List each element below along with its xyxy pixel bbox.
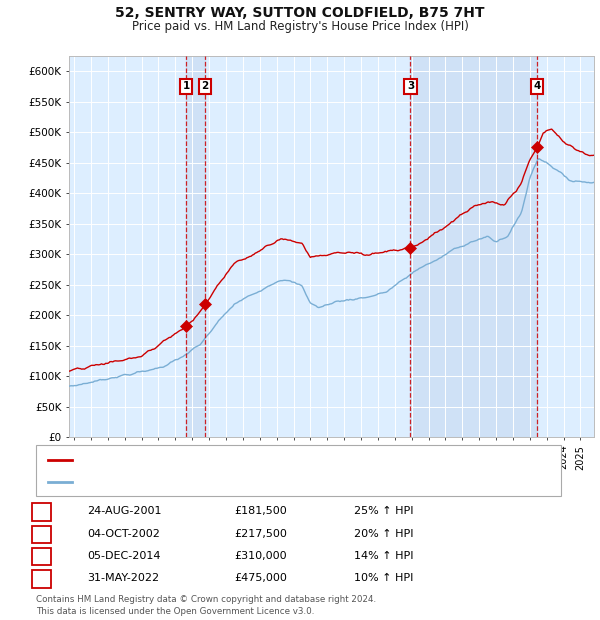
Text: 31-MAY-2022: 31-MAY-2022 [87, 574, 159, 583]
Text: £217,500: £217,500 [234, 529, 287, 539]
Text: £310,000: £310,000 [234, 551, 287, 561]
Text: 10% ↑ HPI: 10% ↑ HPI [354, 574, 413, 583]
Text: Price paid vs. HM Land Registry's House Price Index (HPI): Price paid vs. HM Land Registry's House … [131, 20, 469, 33]
Text: 20% ↑ HPI: 20% ↑ HPI [354, 529, 413, 539]
Text: £181,500: £181,500 [234, 507, 287, 516]
Text: HPI: Average price, detached house, Birmingham: HPI: Average price, detached house, Birm… [78, 477, 335, 487]
Text: 4: 4 [533, 81, 541, 91]
Bar [410, 56, 537, 437]
Text: 04-OCT-2002: 04-OCT-2002 [87, 529, 160, 539]
Text: £475,000: £475,000 [234, 574, 287, 583]
Text: 25% ↑ HPI: 25% ↑ HPI [354, 507, 413, 516]
Text: 4: 4 [37, 574, 46, 583]
Text: 2: 2 [202, 81, 209, 91]
Text: 3: 3 [407, 81, 414, 91]
Text: 2: 2 [38, 529, 45, 539]
Text: 1: 1 [38, 507, 45, 516]
Text: 14% ↑ HPI: 14% ↑ HPI [354, 551, 413, 561]
Text: Contains HM Land Registry data © Crown copyright and database right 2024.
This d: Contains HM Land Registry data © Crown c… [36, 595, 376, 616]
Text: 05-DEC-2014: 05-DEC-2014 [87, 551, 161, 561]
Text: 3: 3 [38, 551, 45, 561]
Bar [186, 56, 205, 437]
Text: 52, SENTRY WAY, SUTTON COLDFIELD, B75 7HT: 52, SENTRY WAY, SUTTON COLDFIELD, B75 7H… [115, 6, 485, 20]
Text: 1: 1 [182, 81, 190, 91]
Text: 52, SENTRY WAY, SUTTON COLDFIELD, B75 7HT (detached house): 52, SENTRY WAY, SUTTON COLDFIELD, B75 7H… [78, 456, 420, 466]
Text: 24-AUG-2001: 24-AUG-2001 [87, 507, 161, 516]
